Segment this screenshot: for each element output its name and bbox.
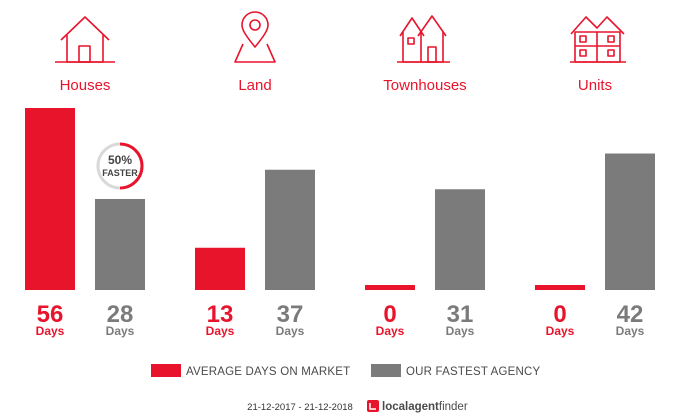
category-label-land: Land bbox=[238, 77, 271, 94]
unit-label: Days bbox=[106, 324, 135, 338]
badge-ring-progress bbox=[119, 142, 144, 190]
house-icon bbox=[55, 16, 115, 63]
brand-name-bold: localagent bbox=[382, 401, 439, 413]
value-fastest-land: 37 bbox=[277, 301, 304, 328]
bar-fastest-units bbox=[605, 153, 655, 290]
value-average-townhouses: 0 bbox=[383, 301, 396, 328]
bar-average-units bbox=[535, 285, 585, 290]
bar-fastest-land bbox=[265, 169, 315, 290]
bar-fastest-townhouses bbox=[435, 189, 485, 290]
legend-label-average: AVERAGE DAYS ON MARKET bbox=[186, 366, 350, 378]
brand-mark-glyph bbox=[369, 403, 376, 410]
category-label-townhouses: Townhouses bbox=[383, 77, 466, 94]
brand-name-light: finder bbox=[439, 401, 468, 413]
faster-badge: 50% FASTER bbox=[96, 142, 144, 190]
bar-average-houses bbox=[25, 108, 75, 290]
legend: AVERAGE DAYS ON MARKET OUR FASTEST AGENC… bbox=[151, 364, 541, 378]
unit-label: Days bbox=[446, 324, 475, 338]
unit-label: Days bbox=[206, 324, 235, 338]
unit-label: Days bbox=[546, 324, 575, 338]
category-label-units: Units bbox=[578, 77, 612, 94]
value-average-units: 0 bbox=[553, 301, 566, 328]
badge-percent: 50% bbox=[108, 153, 132, 167]
bar-average-townhouses bbox=[365, 285, 415, 290]
legend-label-fastest: OUR FASTEST AGENCY bbox=[406, 366, 541, 378]
date-range: 21-12-2017 - 21-12-2018 bbox=[247, 402, 353, 413]
value-fastest-townhouses: 31 bbox=[447, 301, 474, 328]
badge-background bbox=[96, 142, 144, 190]
townhouses-icon bbox=[397, 15, 450, 63]
value-fastest-units: 42 bbox=[617, 301, 644, 328]
legend-swatch-fastest bbox=[371, 364, 401, 377]
value-average-houses: 56 bbox=[37, 301, 64, 328]
category-label-houses: Houses bbox=[60, 77, 111, 94]
value-fastest-houses: 28 bbox=[107, 301, 134, 328]
unit-label: Days bbox=[36, 324, 65, 338]
unit-label: Days bbox=[276, 324, 305, 338]
value-average-land: 13 bbox=[207, 301, 234, 328]
units-icon bbox=[570, 16, 626, 63]
unit-label: Days bbox=[376, 324, 405, 338]
brand-logo: localagentfinder bbox=[367, 400, 468, 413]
badge-label: FASTER bbox=[102, 168, 138, 178]
location-pin-icon bbox=[234, 11, 276, 63]
unit-label: Days bbox=[616, 324, 645, 338]
bar-average-land bbox=[195, 247, 245, 290]
bar-fastest-houses bbox=[95, 199, 145, 290]
brand-mark-icon bbox=[367, 400, 379, 412]
legend-swatch-average bbox=[151, 364, 181, 377]
brand-name: localagentfinder bbox=[382, 401, 468, 413]
